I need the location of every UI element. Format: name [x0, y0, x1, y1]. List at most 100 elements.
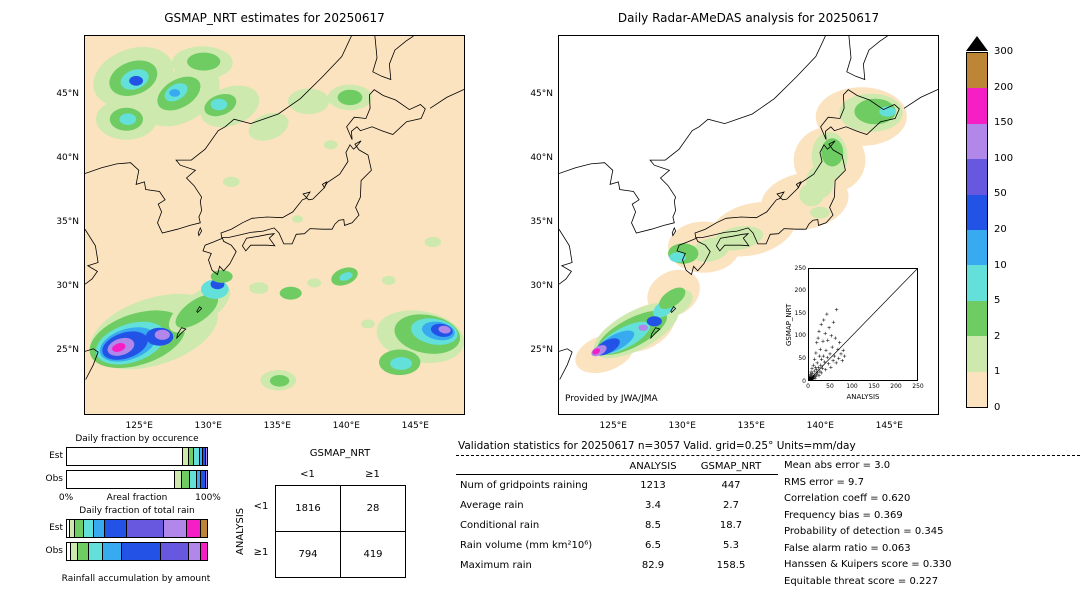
- y-tick-label: 45°N: [530, 89, 553, 100]
- stat-metric-label: Mean abs error: [784, 460, 860, 471]
- stat-metric: False alarm ratio = 0.063: [784, 541, 951, 558]
- x-tick-label: 135°E: [263, 421, 291, 431]
- y-tick-label: 30°N: [530, 281, 553, 292]
- contingency-table-section: GSMAP_NRT <1 ≥1 ANALYSIS <1 ≥1 1816 28 7…: [235, 442, 425, 602]
- contingency-cell-hit-dry: 1816: [275, 485, 341, 532]
- y-tick-label: 25°N: [56, 345, 79, 356]
- stat-metric-value: = 3.0: [859, 460, 891, 471]
- y-tick-label: 45°N: [56, 89, 79, 100]
- scatter-plot-canvas: [808, 268, 918, 381]
- radar-map-title: Daily Radar-AMeDAS analysis for 20250617: [617, 11, 880, 25]
- scatter-x-tick-label: 0: [806, 383, 810, 390]
- colorbar-level-label: 1: [994, 366, 1001, 378]
- fraction-bar-segment: [69, 520, 76, 537]
- scatter-x-axis-label: ANALYSIS: [846, 393, 880, 401]
- scatter-y-tick-label: 100: [794, 332, 806, 340]
- fraction-bar-segment: [83, 520, 94, 537]
- contingency-col-label-lt1: <1: [300, 469, 315, 480]
- fraction-bar-segment: [93, 520, 105, 537]
- stats-row: Maximum rain 82.9 158.5: [456, 555, 778, 575]
- fraction-bar-segment: [67, 471, 175, 488]
- contingency-row-label-lt1: <1: [253, 501, 269, 512]
- totalrain-obs-label: Obs: [45, 546, 64, 556]
- stat-metric: Correlation coeff = 0.620: [784, 491, 951, 508]
- stat-metric: Frequency bias = 0.369: [784, 508, 951, 525]
- colorbar: [966, 52, 988, 408]
- stat-metric-label: Equitable threat score: [784, 575, 895, 587]
- fraction-bar-segment: [103, 543, 122, 560]
- totalrain-est-label: Est: [49, 523, 63, 533]
- colorbar-segment: [967, 230, 987, 266]
- fraction-bar-segment: [160, 543, 189, 560]
- colorbar-segment: [967, 265, 987, 301]
- contingency-row-group-label: ANALYSIS: [235, 507, 246, 555]
- x-tick-label: 140°E: [332, 421, 360, 431]
- y-tick-label: 40°N: [56, 153, 79, 164]
- fraction-bar-segment: [187, 520, 202, 537]
- stats-analysis-value: 8.5: [645, 519, 661, 531]
- stats-metrics-list: Mean abs error = 3.0 RMS error = 9.7 Corre…: [784, 458, 951, 590]
- x-tick-label: 130°E: [194, 421, 222, 431]
- stats-analysis-value: 6.5: [645, 539, 661, 551]
- fraction-bar-segment: [78, 543, 90, 560]
- y-tick-label: 25°N: [530, 345, 553, 356]
- fraction-bar-segment: [183, 448, 189, 465]
- stats-analysis-value: 1213: [640, 479, 666, 491]
- stats-row: Average rain 3.4 2.7: [456, 495, 778, 515]
- stats-col-gsmap: GSMAP_NRT: [700, 461, 762, 472]
- fraction-bar-segment: [174, 471, 182, 488]
- areal-fraction-axis-max: 100%: [195, 493, 221, 503]
- gsmap-map-canvas: [85, 36, 464, 391]
- fraction-bar-segment: [205, 471, 207, 488]
- fraction-bar-segment: [181, 471, 191, 488]
- fraction-bar-segment: [202, 448, 206, 465]
- stat-metric: Hanssen & Kuipers score = 0.330: [784, 557, 951, 574]
- stat-metric-label: Probability of detection: [784, 526, 901, 537]
- colorbar-segment: [967, 336, 987, 372]
- y-tick-label: 30°N: [56, 281, 79, 292]
- radar-map-canvas: [559, 36, 938, 380]
- stats-row: Num of gridpoints raining 1213 447: [456, 475, 778, 495]
- stat-metric-label: Frequency bias: [784, 509, 860, 521]
- fraction-bar-segment: [199, 448, 203, 465]
- stat-metric: RMS error = 9.7: [784, 475, 951, 492]
- x-tick-label: 125°E: [599, 421, 627, 431]
- colorbar-segment: [967, 123, 987, 160]
- stats-row-label: Conditional rain: [460, 519, 540, 531]
- fraction-bar-segment: [201, 520, 207, 537]
- stats-row-label: Rain volume (mm km²10⁶): [460, 539, 593, 551]
- occurrence-obs-label: Obs: [45, 474, 64, 484]
- stats-title: Validation statistics for 20250617 n=305…: [458, 440, 856, 452]
- stat-metric-value: = 9.7: [833, 476, 864, 488]
- x-tick-label: 145°E: [875, 421, 903, 431]
- gsmap-map-panel: [84, 35, 465, 415]
- colorbar-level-label: 300: [994, 46, 1014, 57]
- stat-metric-label: RMS error: [784, 476, 834, 488]
- scatter-y-tick-label: 200: [794, 287, 806, 295]
- colorbar-level-label: 50: [994, 188, 1007, 200]
- stats-col-analysis: ANALYSIS: [629, 461, 677, 472]
- contingency-table: 1816 28 794 419: [275, 485, 406, 578]
- fraction-bar-segment: [201, 543, 207, 560]
- areal-fraction-axis-title: Areal fraction: [106, 493, 168, 503]
- scatter-x-tick-label: 150: [868, 383, 880, 390]
- stats-rows: Num of gridpoints raining 1213 447 Average …: [456, 475, 778, 575]
- totalrain-title: Daily fraction of total rain: [79, 506, 195, 516]
- stat-metric-label: Correlation coeff: [784, 493, 867, 504]
- fraction-bar-segment: [197, 471, 202, 488]
- stat-metric-value: = 0.620: [866, 493, 911, 504]
- y-tick-label: 35°N: [530, 217, 553, 228]
- stat-metric-value: = 0.369: [859, 509, 903, 521]
- x-tick-label: 125°E: [125, 421, 153, 431]
- stat-metric: Mean abs error = 3.0: [784, 458, 951, 475]
- fraction-bar-segment: [67, 520, 70, 537]
- y-tick-label: 40°N: [530, 153, 553, 164]
- stats-gsmap-value: 447: [721, 479, 741, 491]
- colorbar-level-label: 2: [994, 330, 1001, 342]
- stats-row-label: Num of gridpoints raining: [460, 479, 588, 491]
- map-credit: Provided by JWA/JMA: [565, 394, 658, 404]
- fraction-bar-segment: [163, 520, 188, 537]
- scatter-inset: GSMAP_NRT ANALYSIS 0 0 50 50 100 100 150 150 200…: [783, 258, 925, 408]
- stat-metric-value: = 0.063: [867, 542, 911, 554]
